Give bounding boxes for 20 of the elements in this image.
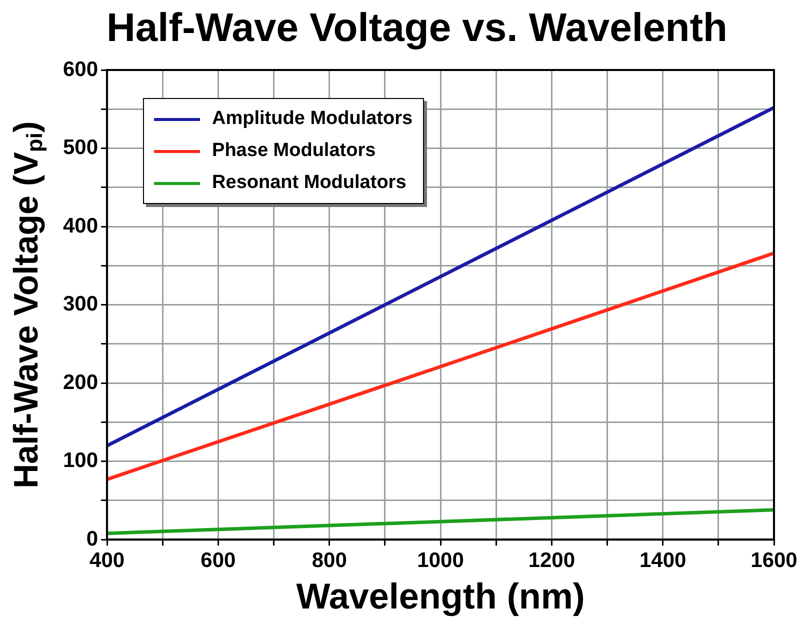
x-tick-label: 800: [312, 548, 347, 572]
x-tick-label: 1000: [417, 548, 464, 572]
y-tick-label: 600: [62, 58, 98, 81]
y-tick-label: 300: [62, 292, 98, 316]
x-tick-label: 1200: [528, 548, 576, 572]
x-tick-label: 400: [90, 548, 125, 572]
legend-label: Phase Modulators: [211, 139, 377, 163]
y-tick-label: 500: [62, 136, 98, 160]
x-axis-title: Wavelength (nm): [296, 575, 585, 616]
y-tick-label: 400: [62, 214, 98, 238]
x-tick-label: 600: [200, 548, 236, 572]
x-tick-label: 1400: [639, 548, 686, 572]
chart-title: Half-Wave Voltage vs. Wavelenth: [106, 6, 728, 50]
y-tick-label: 0: [86, 527, 98, 550]
y-tick-label: 100: [62, 449, 98, 472]
y-axis-title: Half-Wave Voltage (Vpi): [7, 121, 48, 488]
legend-label: Resonant Modulators: [211, 171, 408, 195]
y-tick-label: 200: [62, 370, 98, 394]
x-tick-label: 1600: [750, 548, 798, 572]
legend-label: Amplitude Modulators: [211, 107, 413, 131]
